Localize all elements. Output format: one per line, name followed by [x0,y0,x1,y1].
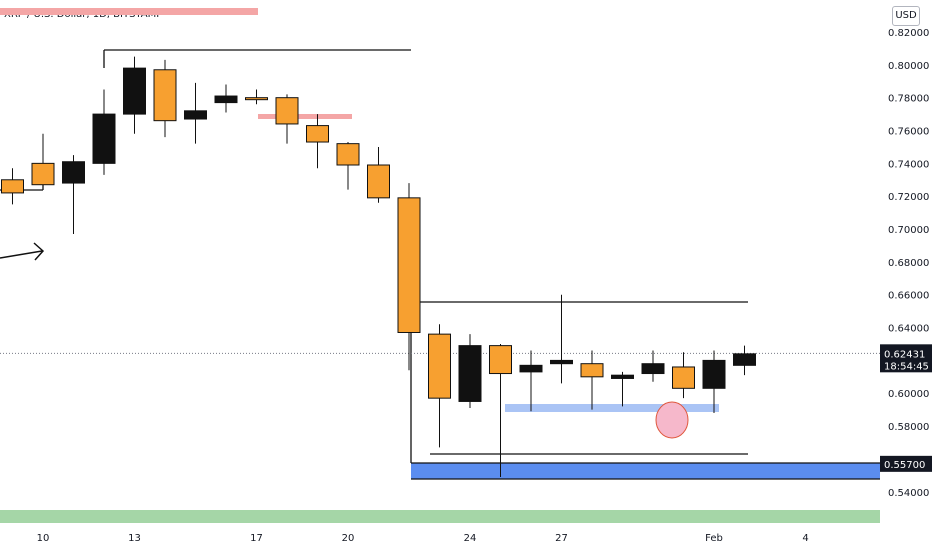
candle-body [62,161,85,184]
support-level-label-box [880,455,932,472]
candle-body [214,95,238,104]
y-axis-tick-label: 0.72000 [888,192,929,203]
y-axis-tick-label: 0.58000 [888,422,929,433]
candle-body [641,363,665,375]
y-axis-tick-label: 0.70000 [888,225,929,236]
x-axis-tick-label: 10 [37,533,50,544]
candle-body [580,363,604,378]
x-axis-tick-label: Feb [705,533,723,544]
x-axis-tick-label: 20 [342,533,355,544]
x-axis-tick-label: 17 [250,533,263,544]
arrow-icon-head [33,242,45,261]
x-axis-tick-label: 13 [128,533,141,544]
candle-body [489,345,512,375]
y-axis-tick-label: 0.60000 [888,389,929,400]
current-price-label: 0.62431 [884,349,925,360]
candle-body [31,162,55,186]
candle-body [702,359,726,389]
candle-body [367,164,390,199]
candle-body [123,67,146,115]
y-axis-tick-label: 0.80000 [888,61,929,72]
y-axis-tick-label: 0.68000 [888,258,929,269]
title-highlight-marker [0,8,258,15]
bottom-highlight-band [0,510,880,523]
y-axis-tick-label: 0.78000 [888,94,929,105]
candle-body [245,97,268,101]
candle-body [428,333,451,399]
candle-body [733,353,756,366]
demand-zone-band [505,404,719,412]
currency-button[interactable]: USD [892,6,920,26]
candle-body [306,125,329,143]
candle-body [672,366,695,389]
y-axis-tick-label: 0.54000 [888,488,929,499]
y-axis-tick-label: 0.66000 [888,291,929,302]
support-zone-band [411,463,880,479]
y-axis-tick-label: 0.64000 [888,324,929,335]
candle-body [611,374,634,379]
candle-body [92,113,116,164]
x-axis-tick-label: 24 [464,533,477,544]
candle-body [275,97,299,125]
candle-body [458,345,482,402]
candle-body [153,69,177,122]
candle-body [184,110,207,120]
x-axis-tick-label: 27 [555,533,568,544]
pink-level-marker [258,114,352,119]
y-axis-tick-label: 0.82000 [888,28,929,39]
candle-body [336,143,360,166]
y-axis-tick-label: 0.76000 [888,127,929,138]
pink-circle-marker [655,401,689,439]
support-level-label: 0.55700 [884,460,925,471]
candle-body [519,364,543,373]
candle-body [1,179,24,194]
countdown-label: 18:54:45 [884,361,929,372]
y-axis-tick-label: 0.74000 [888,159,929,170]
candle-body [397,197,421,333]
candle-body [550,359,573,365]
x-axis-tick-label: 4 [802,533,808,544]
arrow-icon-shaft [0,250,43,259]
current-price-label-box [880,344,932,373]
